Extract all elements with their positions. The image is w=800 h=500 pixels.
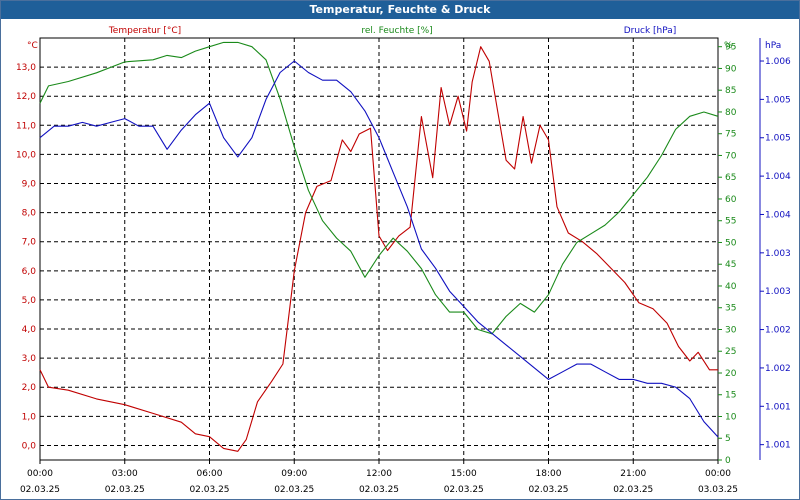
- pressure-tick-label: 1.003: [765, 249, 791, 259]
- x-tick-date: 02.03.25: [359, 485, 399, 495]
- x-tick-date: 02.03.25: [189, 485, 229, 495]
- temperature-tick-label: 4,0: [22, 325, 37, 335]
- humidity-tick-label: 80: [725, 108, 737, 118]
- chart-title: Temperatur, Feuchte & Druck: [1, 1, 799, 19]
- temperature-tick-label: 5,0: [22, 296, 37, 306]
- temperature-tick-label: 3,0: [22, 354, 37, 364]
- x-tick-date: 02.03.25: [20, 485, 60, 495]
- humidity-tick-label: 50: [725, 238, 737, 248]
- humidity-tick-label: 85: [725, 86, 736, 96]
- x-tick-date: 03.03.25: [698, 485, 738, 495]
- temperature-tick-label: 7,0: [22, 238, 37, 248]
- temperature-tick-label: 2,0: [22, 383, 37, 393]
- humidity-tick-label: 45: [725, 260, 736, 270]
- x-tick-time: 03:00: [112, 469, 138, 479]
- x-tick-time: 12:00: [366, 469, 392, 479]
- pressure-tick-label: 1.004: [765, 172, 791, 182]
- x-tick-time: 06:00: [197, 469, 223, 479]
- pressure-tick-label: 1.006: [765, 57, 791, 67]
- temperature-series-line: [39, 46, 718, 452]
- humidity-tick-label: 55: [725, 217, 736, 227]
- temperature-legend: Temperatur [°C]: [108, 26, 181, 36]
- pressure-tick-label: 1.005: [765, 134, 791, 144]
- temperature-tick-label: 10,0: [16, 150, 36, 160]
- axes: [39, 37, 764, 464]
- temperature-tick-label: 1,0: [22, 412, 37, 422]
- pressure-tick-label: 1.003: [765, 287, 791, 297]
- humidity-tick-label: 5: [725, 434, 731, 444]
- pressure-tick-label: 1.001: [765, 441, 791, 451]
- pressure-series-line: [39, 60, 719, 438]
- pressure-tick-label: 1.004: [765, 210, 791, 220]
- pressure-legend: Druck [hPa]: [624, 26, 677, 36]
- temperature-tick-label: 11,0: [16, 121, 36, 131]
- temperature-tick-label: 6,0: [22, 267, 37, 277]
- pressure-unit-label: hPa: [765, 41, 781, 51]
- x-tick-time: 15:00: [451, 469, 477, 479]
- humidity-tick-label: 40: [725, 282, 737, 292]
- humidity-tick-label: 90: [725, 64, 737, 74]
- pressure-tick-label: 1.002: [765, 326, 791, 336]
- x-tick-time: 09:00: [281, 469, 307, 479]
- temperature-tick-label: 12,0: [16, 92, 36, 102]
- x-tick-time: 21:00: [620, 469, 646, 479]
- x-tick-time: 00:00: [705, 469, 731, 479]
- temperature-tick-label: 13,0: [16, 63, 36, 73]
- humidity-tick-label: 15: [725, 391, 736, 401]
- x-tick-date: 02.03.25: [274, 485, 314, 495]
- humidity-unit-label: %: [724, 41, 733, 51]
- x-tick-time: 18:00: [536, 469, 562, 479]
- temperature-unit-label: °C: [27, 41, 38, 51]
- humidity-tick-label: 25: [725, 347, 736, 357]
- x-tick-time: 00:00: [27, 469, 53, 479]
- temperature-tick-label: 9,0: [22, 180, 37, 190]
- humidity-legend: rel. Feuchte [%]: [361, 26, 432, 36]
- pressure-tick-label: 1.005: [765, 95, 791, 105]
- humidity-tick-label: 60: [725, 195, 737, 205]
- humidity-tick-label: 95: [725, 43, 736, 53]
- grid-lines: [40, 38, 718, 460]
- pressure-tick-label: 1.001: [765, 402, 791, 412]
- humidity-tick-label: 75: [725, 130, 736, 140]
- temperature-tick-label: 0,0: [22, 441, 37, 451]
- x-tick-date: 02.03.25: [528, 485, 568, 495]
- humidity-tick-label: 70: [725, 151, 737, 161]
- humidity-tick-label: 20: [725, 369, 737, 379]
- x-tick-date: 02.03.25: [105, 485, 145, 495]
- humidity-series-line: [39, 41, 719, 335]
- axis-labels: 00:00 02.03.25 03:00 02.03.25 06:00 02.03.25 0…: [16, 26, 791, 495]
- temperature-tick-label: 8,0: [22, 209, 37, 219]
- x-tick-date: 02.03.25: [613, 485, 653, 495]
- humidity-tick-label: 0: [725, 456, 731, 466]
- x-tick-date: 02.03.25: [444, 485, 484, 495]
- humidity-tick-label: 10: [725, 412, 737, 422]
- series-lines: [39, 41, 719, 452]
- pressure-tick-label: 1.002: [765, 364, 791, 374]
- humidity-tick-label: 35: [725, 304, 736, 314]
- humidity-tick-label: 65: [725, 173, 736, 183]
- humidity-tick-label: 30: [725, 325, 737, 335]
